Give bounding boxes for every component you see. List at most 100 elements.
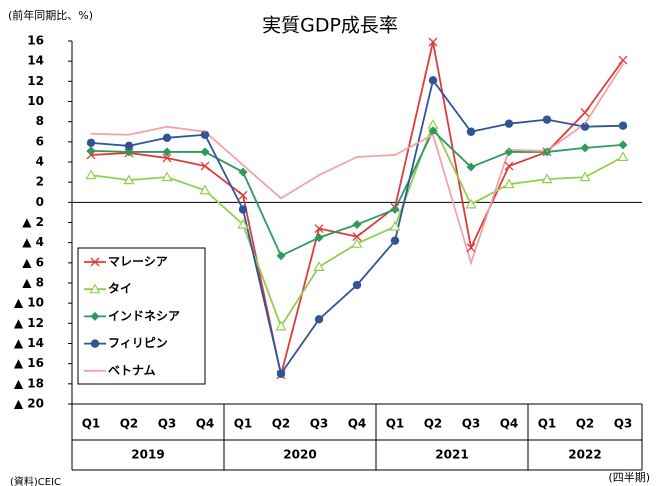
marker	[314, 233, 324, 243]
y-tick-label: ▲ 6	[22, 255, 44, 269]
x-tick-label: Q3	[158, 417, 177, 431]
y-tick-label: ▲ 8	[22, 276, 44, 290]
point	[128, 133, 130, 136]
marker	[466, 243, 476, 253]
y-tick-label: 10	[27, 94, 44, 108]
marker	[123, 174, 135, 185]
marker	[162, 133, 172, 142]
marker	[618, 55, 628, 65]
point	[356, 156, 358, 158]
marker	[90, 339, 100, 348]
marker	[542, 147, 552, 157]
x-unit: (四半期)	[608, 470, 650, 484]
legend-label: ベトナム	[108, 363, 156, 377]
y-tick-label: ▲ 16	[14, 356, 44, 370]
marker	[465, 198, 477, 209]
marker	[238, 190, 248, 200]
marker	[504, 147, 514, 157]
marker	[466, 127, 476, 136]
marker	[199, 184, 211, 195]
marker	[86, 146, 96, 156]
x-tick-label: Q2	[424, 417, 443, 431]
marker	[503, 178, 515, 189]
y-tick-label: ▲ 18	[14, 376, 44, 390]
y-tick-label: 16	[27, 34, 44, 48]
marker	[580, 143, 590, 153]
point	[622, 63, 624, 65]
point	[432, 133, 434, 136]
x-tick-label: Q3	[310, 417, 329, 431]
x-tick-label: Q2	[576, 417, 595, 431]
marker	[200, 161, 210, 171]
y-tick-label: 8	[36, 114, 44, 128]
x-tick-label: Q4	[500, 417, 519, 431]
marker	[352, 220, 362, 230]
marker	[466, 162, 476, 172]
y-tick-label: 2	[36, 175, 44, 189]
year-label: 2022	[568, 448, 601, 462]
x-tick-label: Q4	[348, 417, 367, 431]
y-tick-label: ▲ 14	[14, 336, 44, 350]
year-label: 2020	[283, 448, 316, 462]
x-tick-label: Q2	[120, 417, 139, 431]
marker	[313, 261, 325, 271]
marker	[162, 153, 172, 163]
point	[242, 164, 244, 166]
marker	[162, 147, 172, 157]
y-tick-label: 4	[36, 155, 44, 169]
y-tick-label: ▲ 4	[22, 235, 44, 249]
marker	[352, 280, 362, 290]
marker	[542, 115, 552, 124]
y-tick-label: ▲ 12	[14, 316, 44, 330]
marker	[352, 232, 362, 242]
point	[280, 197, 282, 200]
y-tick-label: ▲ 10	[14, 296, 44, 310]
marker	[276, 251, 286, 261]
point	[508, 149, 510, 151]
point	[584, 122, 586, 125]
marker	[238, 167, 248, 177]
marker	[275, 320, 287, 331]
marker	[390, 204, 400, 214]
marker	[580, 108, 590, 118]
x-tick-label: Q2	[272, 417, 291, 431]
y-tick-label: 12	[27, 74, 44, 88]
marker	[314, 315, 324, 324]
marker	[90, 311, 100, 321]
y-tick-label: 14	[27, 54, 44, 68]
series-line	[90, 63, 624, 266]
y-tick-label: 0	[36, 195, 44, 209]
marker	[541, 173, 553, 184]
marker	[389, 220, 401, 231]
marker	[237, 218, 249, 229]
marker	[618, 140, 628, 150]
point	[394, 154, 396, 156]
chart-title: 実質GDP成長率	[262, 15, 398, 37]
marker	[124, 147, 134, 157]
marker	[580, 122, 590, 131]
legend-label: タイ	[108, 282, 132, 296]
point	[166, 125, 168, 128]
y-tick-label: ▲ 20	[14, 397, 44, 411]
point	[90, 132, 92, 135]
y-tick-label: 6	[36, 134, 44, 148]
x-tick-label: Q3	[614, 417, 633, 431]
point	[470, 262, 472, 264]
marker	[86, 138, 96, 148]
x-tick-label: Q1	[538, 417, 557, 431]
year-label: 2021	[435, 448, 468, 462]
marker	[504, 161, 514, 171]
x-tick-label: Q1	[386, 417, 405, 431]
marker	[428, 37, 438, 47]
marker	[276, 369, 286, 378]
x-tick-label: Q1	[82, 417, 101, 431]
marker	[314, 224, 324, 234]
marker	[390, 236, 400, 245]
x-tick-label: Q1	[234, 417, 253, 431]
marker	[351, 237, 363, 248]
marker	[428, 76, 438, 85]
marker	[617, 151, 629, 162]
marker	[504, 119, 514, 128]
point	[318, 174, 320, 176]
